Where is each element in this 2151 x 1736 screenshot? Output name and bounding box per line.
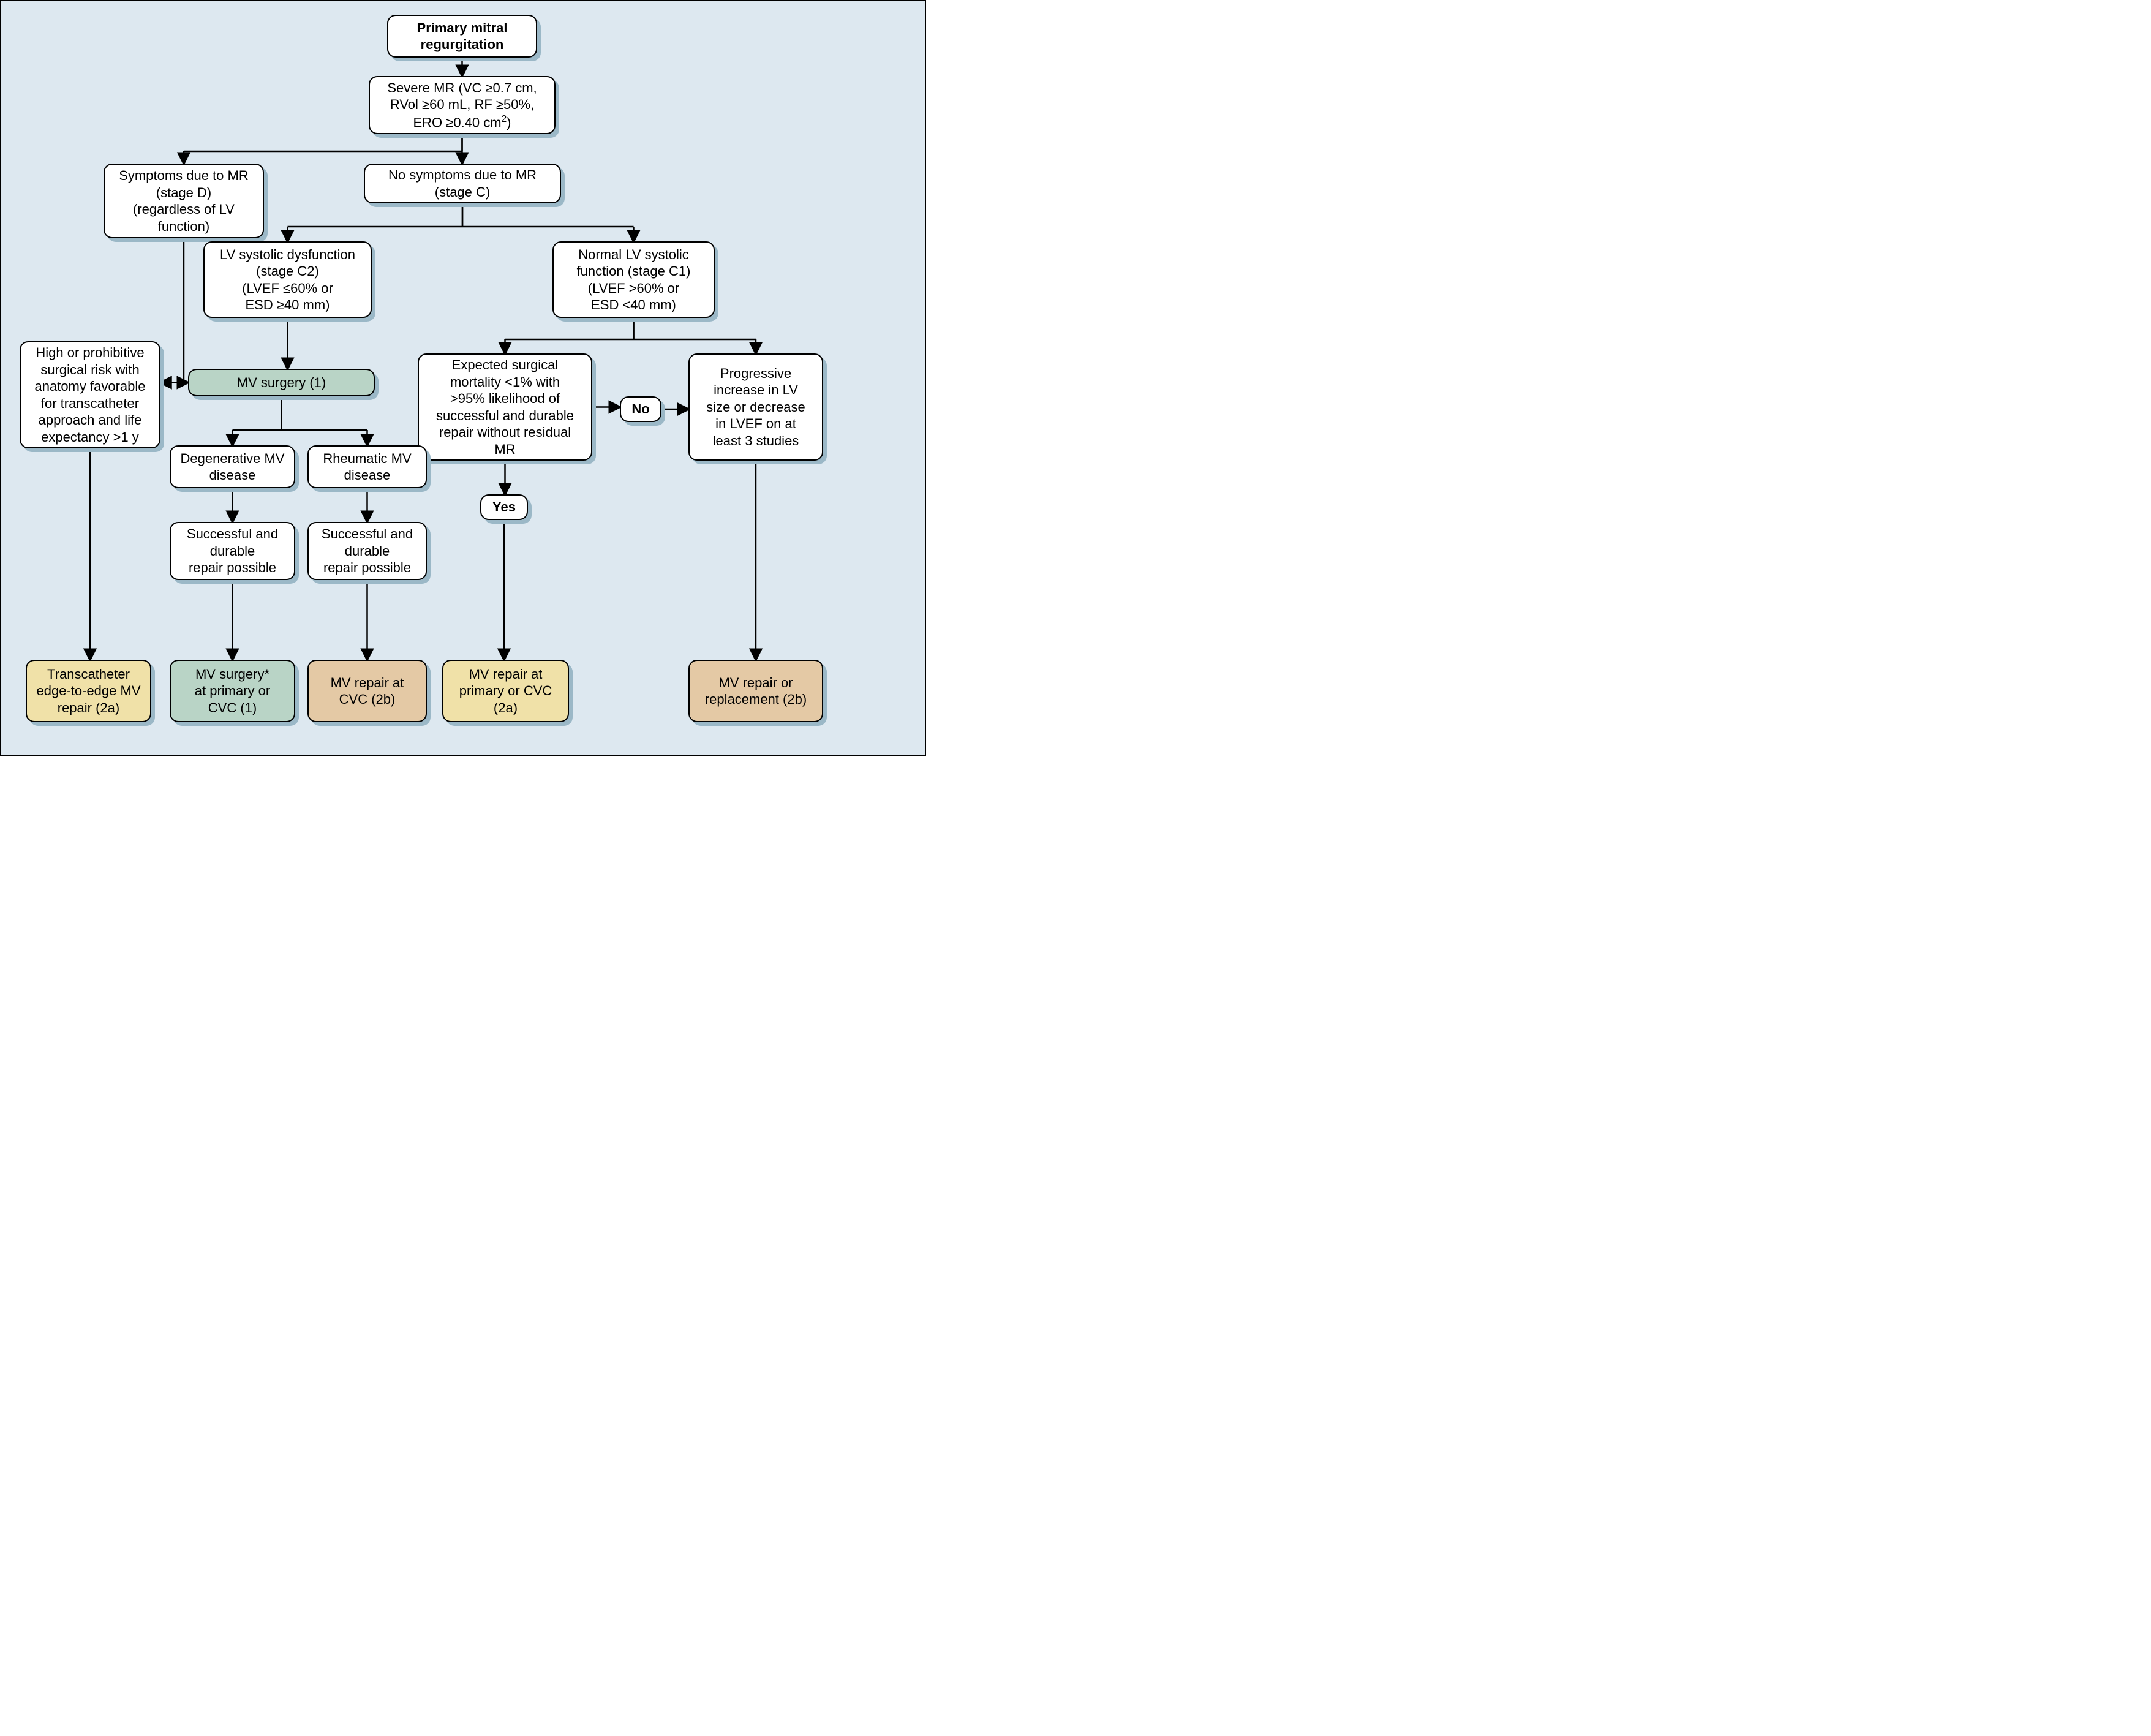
node-label-title: Primary mitral regurgitation	[397, 20, 527, 53]
node-outReplace2b: MV repair orreplacement (2b)	[688, 660, 823, 722]
node-highRisk: High or prohibitivesurgical risk withana…	[20, 341, 160, 448]
node-label-outCvc2b: MV repair atCVC (2b)	[331, 674, 404, 708]
node-label-mvSurgery: MV surgery (1)	[237, 374, 326, 391]
node-c2: LV systolic dysfunction(stage C2)(LVEF ≤…	[203, 241, 372, 318]
node-label-rheumatic: Rheumatic MVdisease	[323, 450, 411, 484]
node-no: No	[620, 396, 661, 422]
node-label-progressive: Progressiveincrease in LVsize or decreas…	[706, 365, 805, 450]
node-severe: Severe MR (VC ≥0.7 cm,RVol ≥60 mL, RF ≥5…	[369, 76, 556, 134]
node-label-outTranscatheter: Transcatheteredge-to-edge MVrepair (2a)	[37, 666, 141, 717]
node-label-durableRight: Successful anddurablerepair possible	[322, 526, 413, 576]
node-label-highRisk: High or prohibitivesurgical risk withana…	[35, 344, 146, 445]
node-outCvc2b: MV repair atCVC (2b)	[307, 660, 427, 722]
node-stageC: No symptoms due to MR(stage C)	[364, 164, 561, 203]
node-label-no: No	[631, 401, 649, 418]
node-c1: Normal LV systolicfunction (stage C1)(LV…	[552, 241, 715, 318]
node-outMvSurgery: MV surgery*at primary orCVC (1)	[170, 660, 295, 722]
node-expected: Expected surgicalmortality <1% with>95% …	[418, 353, 592, 461]
node-durableRight: Successful anddurablerepair possible	[307, 522, 427, 580]
node-label-yes: Yes	[492, 499, 516, 516]
node-title: Primary mitral regurgitation	[387, 15, 537, 58]
node-outTranscatheter: Transcatheteredge-to-edge MVrepair (2a)	[26, 660, 151, 722]
node-mvSurgery: MV surgery (1)	[188, 369, 375, 396]
node-stageD: Symptoms due to MR(stage D)(regardless o…	[104, 164, 264, 238]
node-label-durableLeft: Successful anddurablerepair possible	[187, 526, 278, 576]
node-label-stageC: No symptoms due to MR(stage C)	[388, 167, 537, 200]
node-label-c1: Normal LV systolicfunction (stage C1)(LV…	[577, 246, 691, 314]
flowchart-canvas: Primary mitral regurgitation Severe MR (V…	[0, 0, 926, 756]
node-label-outPrimary2a: MV repair atprimary or CVC(2a)	[459, 666, 552, 717]
node-rheumatic: Rheumatic MVdisease	[307, 445, 427, 488]
node-durableLeft: Successful anddurablerepair possible	[170, 522, 295, 580]
node-degenerative: Degenerative MVdisease	[170, 445, 295, 488]
node-label-expected: Expected surgicalmortality <1% with>95% …	[436, 357, 574, 458]
node-label-c2: LV systolic dysfunction(stage C2)(LVEF ≤…	[220, 246, 355, 314]
node-outPrimary2a: MV repair atprimary or CVC(2a)	[442, 660, 569, 722]
node-label-degenerative: Degenerative MVdisease	[181, 450, 285, 484]
node-label-stageD: Symptoms due to MR(stage D)(regardless o…	[119, 167, 249, 235]
node-progressive: Progressiveincrease in LVsize or decreas…	[688, 353, 823, 461]
node-label-severe: Severe MR (VC ≥0.7 cm,RVol ≥60 mL, RF ≥5…	[387, 80, 537, 131]
node-label-outReplace2b: MV repair orreplacement (2b)	[705, 674, 807, 708]
node-yes: Yes	[480, 494, 528, 520]
node-label-outMvSurgery: MV surgery*at primary orCVC (1)	[195, 666, 270, 717]
